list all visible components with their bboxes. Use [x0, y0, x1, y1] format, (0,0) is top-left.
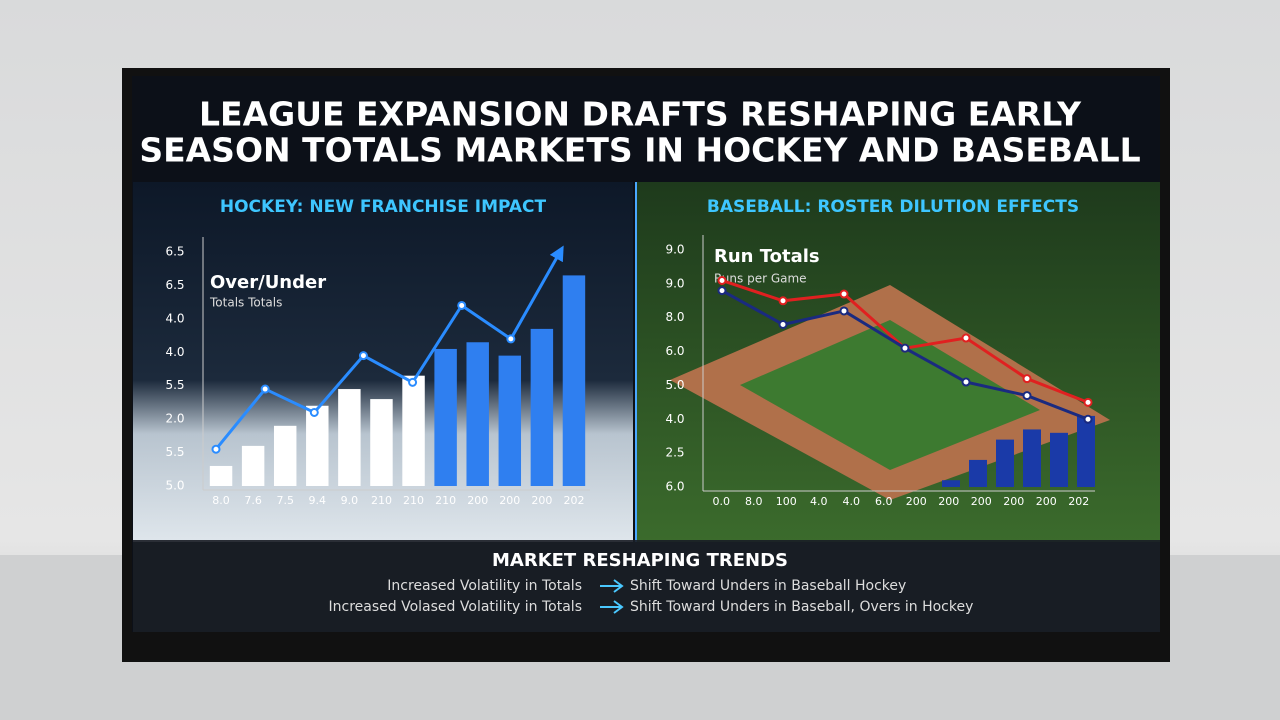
bar — [306, 405, 329, 486]
series-line-point — [1022, 374, 1032, 384]
x-tick-label: 200 — [938, 495, 959, 508]
x-tick-label: 7.6 — [244, 494, 262, 507]
bar — [530, 328, 554, 486]
x-tick-label: 8.0 — [212, 494, 230, 507]
y-tick-label: 6.5 — [165, 278, 184, 292]
x-tick-label: 200 — [906, 495, 927, 508]
title-line: SEASON TOTALS MARKETS IN HOCKEY AND BASE… — [139, 131, 1140, 170]
series-line-point — [839, 306, 849, 316]
series-line-point — [1022, 391, 1032, 401]
trend-line-point — [260, 384, 270, 394]
x-tick-label: 202 — [1068, 495, 1089, 508]
x-tick-label: 210 — [403, 494, 424, 507]
y-tick-label: 4.0 — [665, 412, 684, 426]
bar — [498, 355, 522, 486]
trends-heading: MARKET RESHAPING TRENDS — [492, 550, 788, 571]
bar — [402, 375, 425, 486]
y-tick-label: 5.5 — [165, 378, 184, 392]
bar — [942, 480, 960, 487]
bar — [1023, 429, 1041, 487]
chart-sublabel: Totals Totals — [209, 296, 282, 310]
y-tick-label: 2.5 — [665, 446, 684, 460]
x-tick-label: 0.0 — [713, 495, 731, 508]
x-tick-label: 200 — [1003, 495, 1024, 508]
trend-line-point — [457, 300, 467, 310]
title-line: LEAGUE EXPANSION DRAFTS RESHAPING EARLY — [199, 95, 1082, 134]
x-tick-label: 4.0 — [843, 495, 861, 508]
trend-line-point — [506, 334, 516, 344]
bar — [273, 425, 297, 486]
x-tick-label: 7.5 — [276, 494, 294, 507]
x-tick-label: 9.0 — [341, 494, 359, 507]
series-line-point — [839, 289, 849, 299]
series-line-point — [717, 286, 727, 296]
y-tick-label: 5.5 — [165, 445, 184, 459]
y-tick-label: 9.0 — [665, 243, 684, 257]
trend-line-point — [408, 377, 418, 387]
trend-right: Shift Toward Unders in Baseball, Overs i… — [630, 599, 973, 615]
y-tick-label: 2.0 — [165, 412, 184, 426]
series-line-point — [1083, 397, 1093, 407]
bar — [338, 389, 361, 486]
y-tick-label: 5.0 — [665, 378, 684, 392]
trend-line-point — [211, 444, 221, 454]
y-tick-label: 8.0 — [665, 310, 684, 324]
x-tick-label: 4.0 — [810, 495, 828, 508]
series-line-point — [778, 296, 788, 306]
infield-grass — [740, 320, 1040, 470]
bar — [1050, 432, 1068, 487]
panel-title: BASEBALL: ROSTER DILUTION EFFECTS — [707, 197, 1079, 217]
x-tick-label: 200 — [467, 494, 488, 507]
x-tick-label: 210 — [371, 494, 392, 507]
trend-line — [214, 245, 564, 451]
trend-left: Increased Volatility in Totals — [387, 578, 582, 594]
x-tick-label: 100 — [776, 495, 797, 508]
bar — [370, 399, 393, 486]
x-tick-label: 200 — [1036, 495, 1057, 508]
trend-left: Increased Volased Volatility in Totals — [329, 599, 582, 615]
trend-right: Shift Toward Unders in Baseball Hockey — [630, 578, 906, 594]
y-tick-label: 5.0 — [165, 479, 184, 493]
bar — [466, 342, 489, 486]
chart-label: Over/Under — [210, 272, 326, 293]
x-tick-label: 200 — [531, 494, 552, 507]
bar — [996, 439, 1014, 487]
bar — [562, 275, 586, 486]
bar — [209, 465, 233, 486]
x-tick-label: 210 — [435, 494, 456, 507]
series-line-point — [1083, 414, 1093, 424]
hockey-panel — [133, 182, 633, 542]
y-tick-label: 6.5 — [165, 245, 184, 259]
bar — [1077, 415, 1095, 487]
bar — [434, 348, 457, 486]
series-line-point — [778, 319, 788, 329]
series-line-point — [961, 333, 971, 343]
y-tick-label: 9.0 — [665, 276, 684, 290]
chart-sublabel: Runs per Game — [714, 272, 807, 286]
trend-line-point — [309, 407, 319, 417]
trends-banner — [133, 540, 1160, 632]
trend-line-point — [358, 351, 368, 361]
bar — [241, 445, 265, 486]
x-tick-label: 9.4 — [309, 494, 327, 507]
y-tick-label: 6.0 — [665, 480, 684, 494]
x-tick-label: 8.0 — [745, 495, 763, 508]
x-tick-label: 200 — [499, 494, 520, 507]
y-tick-label: 4.0 — [165, 311, 184, 325]
series-line-point — [900, 343, 910, 353]
trend-arrows — [600, 579, 624, 614]
x-tick-label: 6.0 — [875, 495, 893, 508]
series-line-point — [717, 275, 727, 285]
series-line-point — [961, 377, 971, 387]
bar — [969, 459, 987, 487]
x-tick-label: 200 — [971, 495, 992, 508]
x-tick-label: 202 — [563, 494, 584, 507]
y-tick-label: 6.0 — [665, 344, 684, 358]
panel-title: HOCKEY: NEW FRANCHISE IMPACT — [220, 197, 547, 217]
y-tick-label: 4.0 — [165, 345, 184, 359]
chart-label: Run Totals — [714, 246, 820, 267]
